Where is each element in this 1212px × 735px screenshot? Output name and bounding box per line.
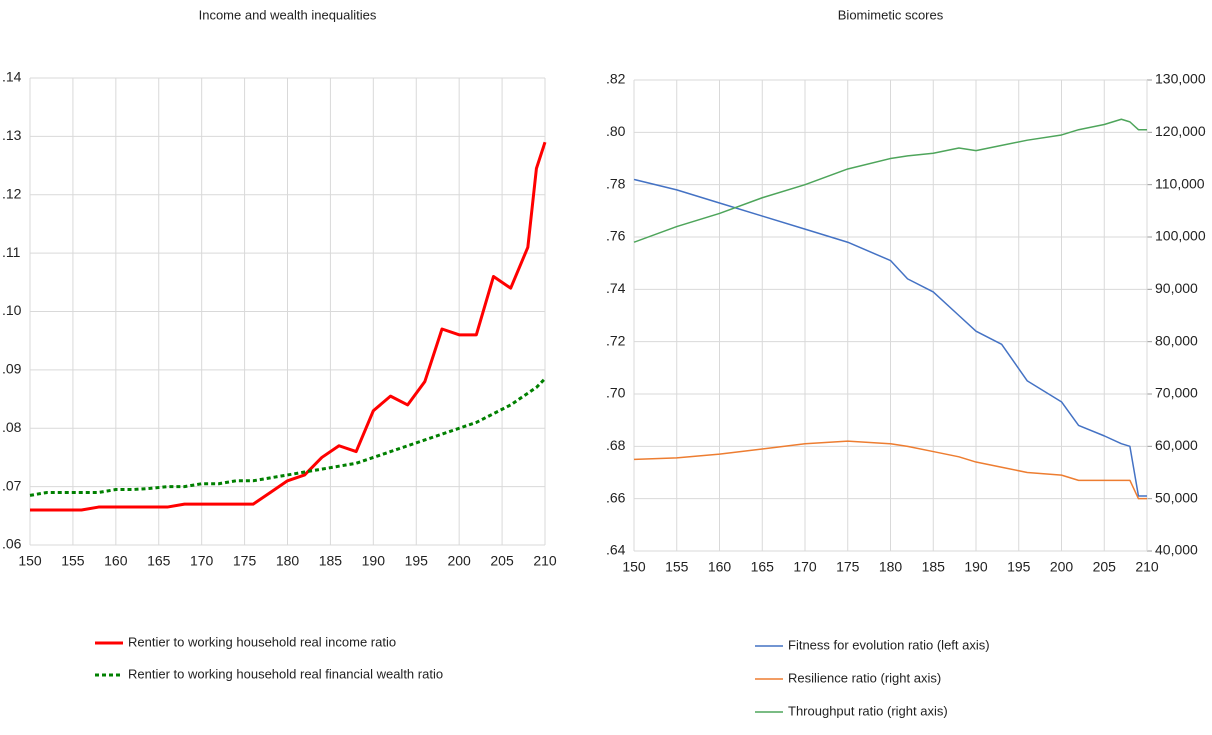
- x-tick-label: 210: [533, 553, 557, 569]
- x-tick-label: 180: [276, 553, 300, 569]
- x-tick-label: 210: [1135, 559, 1159, 575]
- x-tick-label: 205: [1093, 559, 1117, 575]
- y2-tick-label: 110,000: [1155, 175, 1205, 191]
- x-tick-label: 165: [147, 553, 171, 569]
- x-tick-label: 190: [362, 553, 386, 569]
- x-tick-label: 195: [1007, 559, 1031, 575]
- legend-label: Fitness for evolution ratio (left axis): [788, 637, 990, 652]
- series-line: [29, 377, 547, 497]
- legend-label: Rentier to working household real financ…: [128, 666, 443, 681]
- y-tick-label: .72: [606, 332, 626, 348]
- x-tick-label: 185: [319, 553, 343, 569]
- x-tick-label: 200: [1050, 559, 1074, 575]
- series-line: [633, 440, 1147, 500]
- x-tick-label: 180: [879, 559, 903, 575]
- y-tick-label: .14: [2, 69, 22, 85]
- y2-tick-label: 40,000: [1155, 542, 1198, 558]
- y-tick-label: .09: [2, 361, 22, 377]
- y-tick-label: .66: [606, 489, 626, 505]
- chart-title: Income and wealth inequalities: [199, 7, 377, 22]
- x-tick-label: 190: [964, 559, 988, 575]
- y-tick-label: .10: [2, 302, 22, 318]
- y-tick-label: .74: [606, 280, 626, 296]
- y2-tick-label: 80,000: [1155, 332, 1198, 348]
- y-tick-label: .76: [606, 228, 626, 244]
- y-tick-label: .68: [606, 437, 626, 453]
- legend-label: Resilience ratio (right axis): [788, 670, 941, 685]
- x-tick-label: 150: [622, 559, 646, 575]
- y2-tick-label: 100,000: [1155, 228, 1206, 244]
- x-tick-label: 160: [708, 559, 732, 575]
- series-line: [633, 178, 1147, 497]
- y-tick-label: .80: [606, 123, 626, 139]
- y-tick-label: .06: [2, 536, 22, 552]
- y2-tick-label: 90,000: [1155, 280, 1198, 296]
- y-tick-label: .82: [606, 71, 626, 87]
- y2-tick-label: 130,000: [1155, 71, 1206, 87]
- series-line: [30, 141, 547, 512]
- x-tick-label: 175: [836, 559, 860, 575]
- y-tick-label: .70: [606, 385, 626, 401]
- x-tick-label: 155: [61, 553, 85, 569]
- y2-tick-label: 120,000: [1155, 123, 1206, 139]
- x-tick-label: 200: [447, 553, 471, 569]
- chart-title: Biomimetic scores: [838, 7, 944, 22]
- y-tick-label: .64: [606, 542, 626, 558]
- legend-label: Throughput ratio (right axis): [788, 703, 948, 718]
- x-tick-label: 160: [104, 553, 128, 569]
- legend-label: Rentier to working household real income…: [128, 634, 396, 649]
- y2-tick-label: 50,000: [1155, 489, 1198, 505]
- x-tick-label: 195: [405, 553, 429, 569]
- y-tick-label: .07: [2, 477, 22, 493]
- y-tick-label: .12: [2, 185, 22, 201]
- y-tick-label: .08: [2, 419, 22, 435]
- x-tick-label: 185: [922, 559, 946, 575]
- x-tick-label: 165: [751, 559, 775, 575]
- y-tick-label: .13: [2, 127, 22, 143]
- x-tick-label: 170: [190, 553, 214, 569]
- x-tick-label: 175: [233, 553, 257, 569]
- x-tick-label: 205: [490, 553, 514, 569]
- y2-tick-label: 70,000: [1155, 385, 1198, 401]
- y2-tick-label: 60,000: [1155, 437, 1198, 453]
- series-line: [633, 118, 1147, 243]
- x-tick-label: 155: [665, 559, 689, 575]
- y-tick-label: .78: [606, 175, 626, 191]
- x-tick-label: 150: [18, 553, 42, 569]
- x-tick-label: 170: [793, 559, 817, 575]
- y-tick-label: .11: [2, 244, 21, 260]
